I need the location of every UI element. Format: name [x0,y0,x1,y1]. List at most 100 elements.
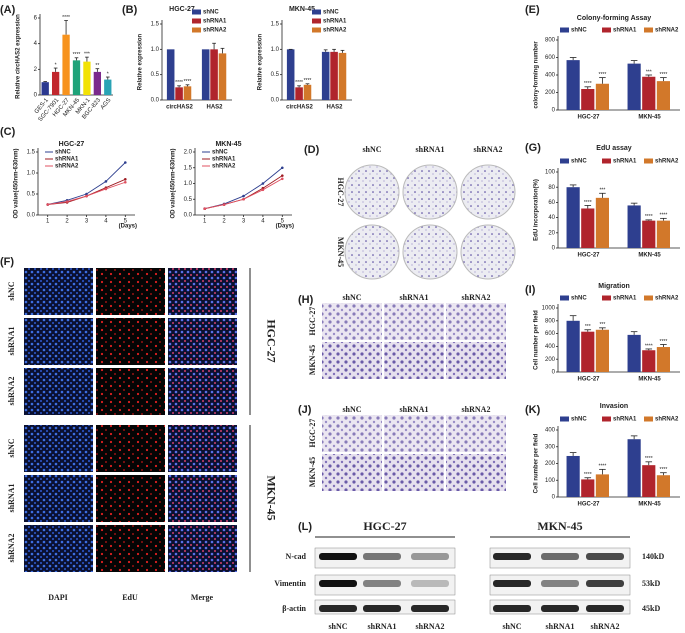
fluorescence-image [24,525,93,572]
x-tick-label: 1 [46,219,50,225]
blot-band [493,553,531,560]
chart-title: HGC-27 [169,6,195,13]
legend-swatch [602,27,611,33]
y-tick-label: 200 [545,357,556,363]
legend-label: shRNA2 [55,164,79,170]
panel-label: (K) [525,404,541,416]
y-tick-label: 600 [545,55,556,61]
significance: **** [660,467,668,473]
transwell-image [384,342,444,379]
bar [642,76,656,110]
point [124,161,127,164]
bar [642,220,656,248]
bar [595,83,609,110]
chart-title: Invasion [600,403,628,410]
legend-swatch [312,9,321,15]
x-tick-label: HGC-27 [577,115,600,121]
column-label: shRNA2 [462,405,491,414]
transwell-image [322,415,382,452]
panel-label: (F) [0,256,14,268]
x-tick-label: HGC-27 [577,253,600,259]
point [124,180,127,184]
line [47,178,126,205]
significance: **** [645,456,653,462]
transwell-image [446,454,506,491]
row-label: shRNA2 [7,377,16,406]
legend-label: shRNA2 [323,28,347,34]
x-tick-label: HAS2 [206,105,223,111]
blot-band [319,580,357,587]
fluorescence-image [24,318,93,365]
column-label: shNC [362,145,381,154]
panel-label: (A) [0,4,16,16]
x-tick-label: 4 [261,219,265,225]
y-tick-label: 100 [545,170,556,176]
x-tick-label: 5 [281,219,285,225]
panel-label: (D) [304,144,320,156]
blot-band [363,553,401,560]
group-label: MKN-45 [537,519,582,533]
x-tick-label: HGC-27 [577,502,600,508]
panel-label: (I) [525,284,536,296]
bar [93,71,102,95]
transwell-image [322,303,382,340]
fluorescence-image [96,368,165,415]
point [261,188,265,192]
panel-label: (E) [525,4,540,16]
blot-band [541,605,579,612]
transwell-image [446,342,506,379]
x-tick-label: 3 [85,219,89,225]
point [281,177,284,181]
y-tick-label: 1.0 [27,171,36,177]
bar [656,220,670,248]
blot-band [411,605,449,612]
significance: *** [599,188,605,194]
transwell-image [384,454,444,491]
bar [166,49,175,100]
bar [321,51,330,100]
significance: **** [584,200,592,206]
blot-band [586,553,624,560]
legend-swatch [602,416,611,422]
legend-swatch [560,416,569,422]
size-label: 45kD [642,604,660,613]
significance: **** [584,81,592,87]
bar [566,455,580,497]
column-label: Merge [191,593,214,602]
colony-plate [402,164,458,220]
y-axis-label: colony-forming number [534,41,540,109]
lane-label: shRNA1 [546,622,575,631]
legend-label: shRNA2 [655,417,679,423]
bar [566,187,580,248]
panel-label: (J) [298,404,312,416]
legend-swatch [312,27,321,33]
blot-band [586,580,624,587]
line [204,175,283,210]
transwell-image [384,303,444,340]
y-tick-label: 400 [545,344,556,350]
row-label: shRNA2 [7,534,16,563]
colony-plate [344,164,400,220]
x-tick-label: circHAS2 [286,105,313,111]
legend-label: shRNA1 [55,157,79,163]
transwell-image [446,415,506,452]
point [281,166,284,170]
y-tick-label: 6 [34,16,38,22]
lane-label: shRNA1 [368,622,397,631]
point [281,174,284,177]
bar [338,52,347,100]
legend-swatch [602,158,611,164]
significance: *** [585,324,591,330]
colony-plate [402,224,458,280]
point [65,200,69,203]
legend-swatch [644,416,653,422]
transwell-image [322,454,382,491]
x-axis-label: (Days) [276,224,294,230]
row-label: MKN-45 [308,345,317,375]
column-label: shRNA1 [416,145,445,154]
significance: **** [304,78,312,84]
legend-label: shRNA2 [212,164,236,170]
significance: **** [645,214,653,220]
significance: *** [84,51,90,57]
